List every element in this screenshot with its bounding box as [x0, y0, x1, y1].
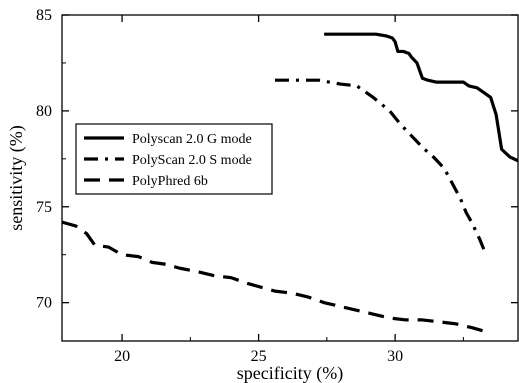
x-tick-label: 25: [251, 348, 267, 365]
legend-label-3: PolyPhred 6b: [132, 174, 208, 189]
legend-label-2: PolyScan 2.0 S mode: [132, 153, 252, 168]
plot-frame: [61, 14, 519, 342]
series-layer: [62, 32, 518, 333]
plot-area: [61, 14, 519, 342]
x-tick-label: 30: [387, 348, 403, 365]
legend: Polyscan 2.0 G mode PolyScan 2.0 S mode Po…: [75, 123, 273, 195]
x-tick-label: 20: [114, 348, 130, 365]
y-tick-label: 70: [36, 295, 52, 312]
series-line-1: [324, 32, 518, 163]
y-tick-label: 75: [36, 199, 52, 216]
axes-layer: 20 25 30 70 75 80 85: [36, 7, 518, 365]
y-tick-label: 85: [36, 7, 52, 24]
series-line-2: [274, 78, 487, 254]
legend-box: [75, 123, 273, 195]
y-tick-label: 80: [36, 103, 52, 120]
x-axis-label: specificity (%): [237, 363, 343, 383]
y-axis-label: sensitivity (%): [6, 125, 27, 231]
legend-label-1: Polyscan 2.0 G mode: [132, 132, 252, 147]
series-line-3: [62, 220, 486, 333]
